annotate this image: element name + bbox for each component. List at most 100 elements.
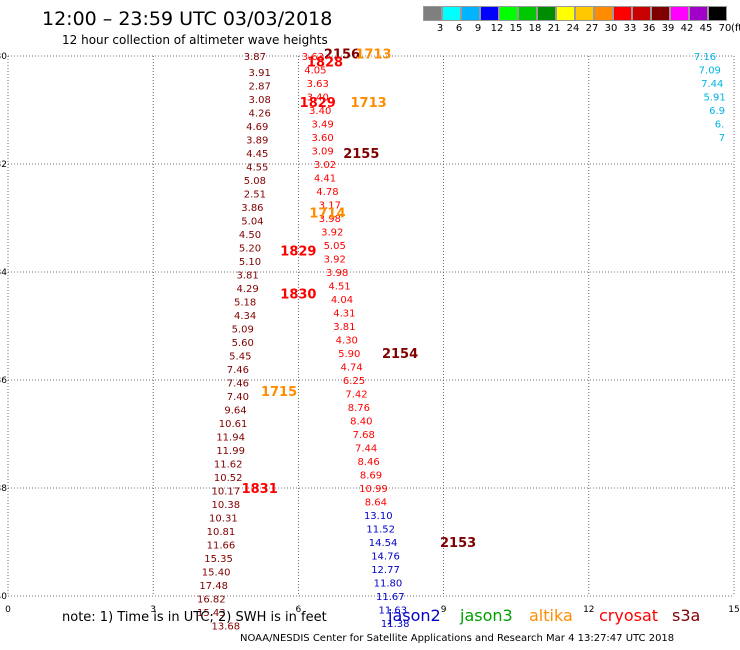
pass-id-label: 1831 bbox=[242, 482, 278, 497]
wave-height-label: 4.50 bbox=[239, 230, 261, 241]
y-tick-label: -36 bbox=[0, 376, 7, 386]
wave-height-label: 3.63 bbox=[302, 52, 324, 63]
scale-label: 45 bbox=[699, 23, 713, 34]
scale-label: 36 bbox=[642, 23, 656, 34]
wave-height-label: 3.09 bbox=[311, 147, 333, 158]
wave-height-label: 11.52 bbox=[366, 525, 395, 536]
satellite-jason3: jason3 bbox=[460, 606, 513, 625]
wave-height-label: 3.87 bbox=[244, 52, 266, 63]
wave-height-label: 4.74 bbox=[341, 363, 363, 374]
pass-id-label: 2153 bbox=[440, 536, 476, 551]
scale-swatch bbox=[423, 6, 442, 21]
scale-swatch bbox=[689, 6, 708, 21]
satellite-altika: altika bbox=[529, 606, 573, 625]
wave-height-label: 10.99 bbox=[359, 484, 388, 495]
wave-height-label: 11.62 bbox=[214, 460, 243, 471]
wave-height-label: 4.29 bbox=[236, 284, 258, 295]
wave-height-label: 8.40 bbox=[350, 417, 372, 428]
scale-swatch bbox=[708, 6, 727, 21]
altimeter-tracks: 3.87 3.91 2.87 3.08 4.26 4.69 3.89 4.45 4.55 5.08… bbox=[197, 52, 726, 633]
wave-height-label: 3.40 bbox=[309, 106, 331, 117]
track-s3a: 3.87 3.91 2.87 3.08 4.26 4.69 3.89 4.45 4.55 5.08… bbox=[197, 52, 271, 633]
wave-height-label: 5.91 bbox=[704, 93, 726, 104]
y-tick-label: -30 bbox=[0, 52, 7, 62]
satellite-jason2: jason2 bbox=[388, 606, 441, 625]
scale-label: 33 bbox=[623, 23, 637, 34]
wave-height-label: 4.31 bbox=[333, 309, 355, 320]
scale-label: 39 bbox=[661, 23, 675, 34]
wave-height-label: 4.41 bbox=[314, 174, 336, 185]
y-tick-label: -34 bbox=[0, 268, 7, 278]
wave-height-label: 2.87 bbox=[249, 82, 271, 93]
scale-label: 18 bbox=[528, 23, 542, 34]
wave-height-label: 3.49 bbox=[311, 120, 333, 131]
scale-swatch bbox=[613, 6, 632, 21]
x-tick-label: 3 bbox=[150, 605, 156, 615]
wave-height-label: 7.16 bbox=[694, 52, 716, 63]
x-tick-label: 0 bbox=[5, 605, 11, 615]
scale-label: 15 bbox=[509, 23, 523, 34]
wave-height-label: 4.51 bbox=[328, 282, 350, 293]
wave-height-label: 12.77 bbox=[371, 565, 400, 576]
wave-height-label: 13.68 bbox=[211, 622, 240, 633]
wave-height-label: 3.86 bbox=[241, 203, 263, 214]
wave-height-label: 11.63 bbox=[378, 606, 407, 617]
wave-height-label: 11.38 bbox=[381, 619, 410, 630]
wave-height-label: 10.81 bbox=[207, 527, 236, 538]
wave-height-label: 13.10 bbox=[364, 511, 393, 522]
wave-height-label: 7.44 bbox=[701, 79, 723, 90]
scale-swatch bbox=[442, 6, 461, 21]
wave-height-label: 5.18 bbox=[234, 298, 256, 309]
wave-height-label: 16.82 bbox=[197, 595, 226, 606]
scale-swatch bbox=[670, 6, 689, 21]
wave-height-label: 9.64 bbox=[224, 406, 246, 417]
wave-height-label: 10.17 bbox=[211, 487, 240, 498]
track-cryosat: 3.63 4.05 3.63 3.40 3.40 3.49 3.60 3.09 3.02 4.41… bbox=[302, 52, 388, 509]
pass-id-label: 1829 bbox=[280, 244, 316, 259]
wave-height-label: 4.26 bbox=[249, 109, 271, 120]
wave-height-label: 5.10 bbox=[239, 257, 261, 268]
pass-id-label: 1714 bbox=[309, 207, 345, 222]
wave-height-label: 4.78 bbox=[316, 187, 338, 198]
scale-swatch bbox=[461, 6, 480, 21]
wave-height-label: 7.09 bbox=[699, 66, 721, 77]
wave-height-label: 6.25 bbox=[343, 376, 365, 387]
credit-footer: NOAA/NESDIS Center for Satellite Applica… bbox=[240, 633, 675, 644]
wave-height-label: 8.76 bbox=[348, 403, 370, 414]
wave-height-label: 3.40 bbox=[307, 93, 329, 104]
wave-height-label: 5.90 bbox=[338, 349, 360, 360]
map-title: 12:00 – 23:59 UTC 03/03/2018 bbox=[42, 8, 333, 30]
wave-height-label: 15.35 bbox=[204, 554, 233, 565]
wave-height-label: 4.05 bbox=[304, 66, 326, 77]
wave-height-label: 4.04 bbox=[331, 295, 353, 306]
wave-height-label: 5.09 bbox=[232, 325, 254, 336]
x-tick-label: 9 bbox=[441, 605, 447, 615]
pass-id-label: 1715 bbox=[261, 385, 297, 400]
wave-height-label: 7.46 bbox=[227, 379, 249, 390]
wave-height-label: 5.05 bbox=[324, 241, 346, 252]
wave-height-label: 10.38 bbox=[211, 500, 240, 511]
wave-height-label: 10.61 bbox=[219, 419, 248, 430]
wave-height-label: 10.31 bbox=[209, 514, 238, 525]
wave-height-label: 8.69 bbox=[360, 471, 382, 482]
wave-height-label: 5.04 bbox=[241, 217, 263, 228]
scale-label: 27 bbox=[585, 23, 599, 34]
wave-height-label: 4.45 bbox=[246, 149, 268, 160]
wave-height-label: 4.69 bbox=[246, 122, 268, 133]
wave-height-label: 5.20 bbox=[239, 244, 261, 255]
scale-label: 70 bbox=[718, 23, 732, 34]
wave-height-label: 5.60 bbox=[232, 338, 254, 349]
wave-height-label: 4.55 bbox=[246, 163, 268, 174]
wave-height-label: 15.43 bbox=[197, 608, 226, 619]
wave-height-label: 7.68 bbox=[353, 430, 375, 441]
wave-height-label: 3.89 bbox=[246, 136, 268, 147]
wave-height-label: 3.91 bbox=[249, 68, 271, 79]
scale-label: 21 bbox=[547, 23, 561, 34]
x-tick-label: 12 bbox=[583, 605, 594, 615]
pass-id-label: 2155 bbox=[343, 147, 379, 162]
map-subtitle: 12 hour collection of altimeter wave hei… bbox=[62, 33, 328, 47]
wave-height-label: 8.64 bbox=[365, 498, 387, 509]
map-note: note: 1) Time is in UTC; 2) SWH is in fe… bbox=[62, 610, 327, 625]
axis-ticks: 0 3 6 9 12 15 -30 -32 -34 -36 -38 -40 bbox=[0, 52, 740, 615]
scale-swatch bbox=[537, 6, 556, 21]
